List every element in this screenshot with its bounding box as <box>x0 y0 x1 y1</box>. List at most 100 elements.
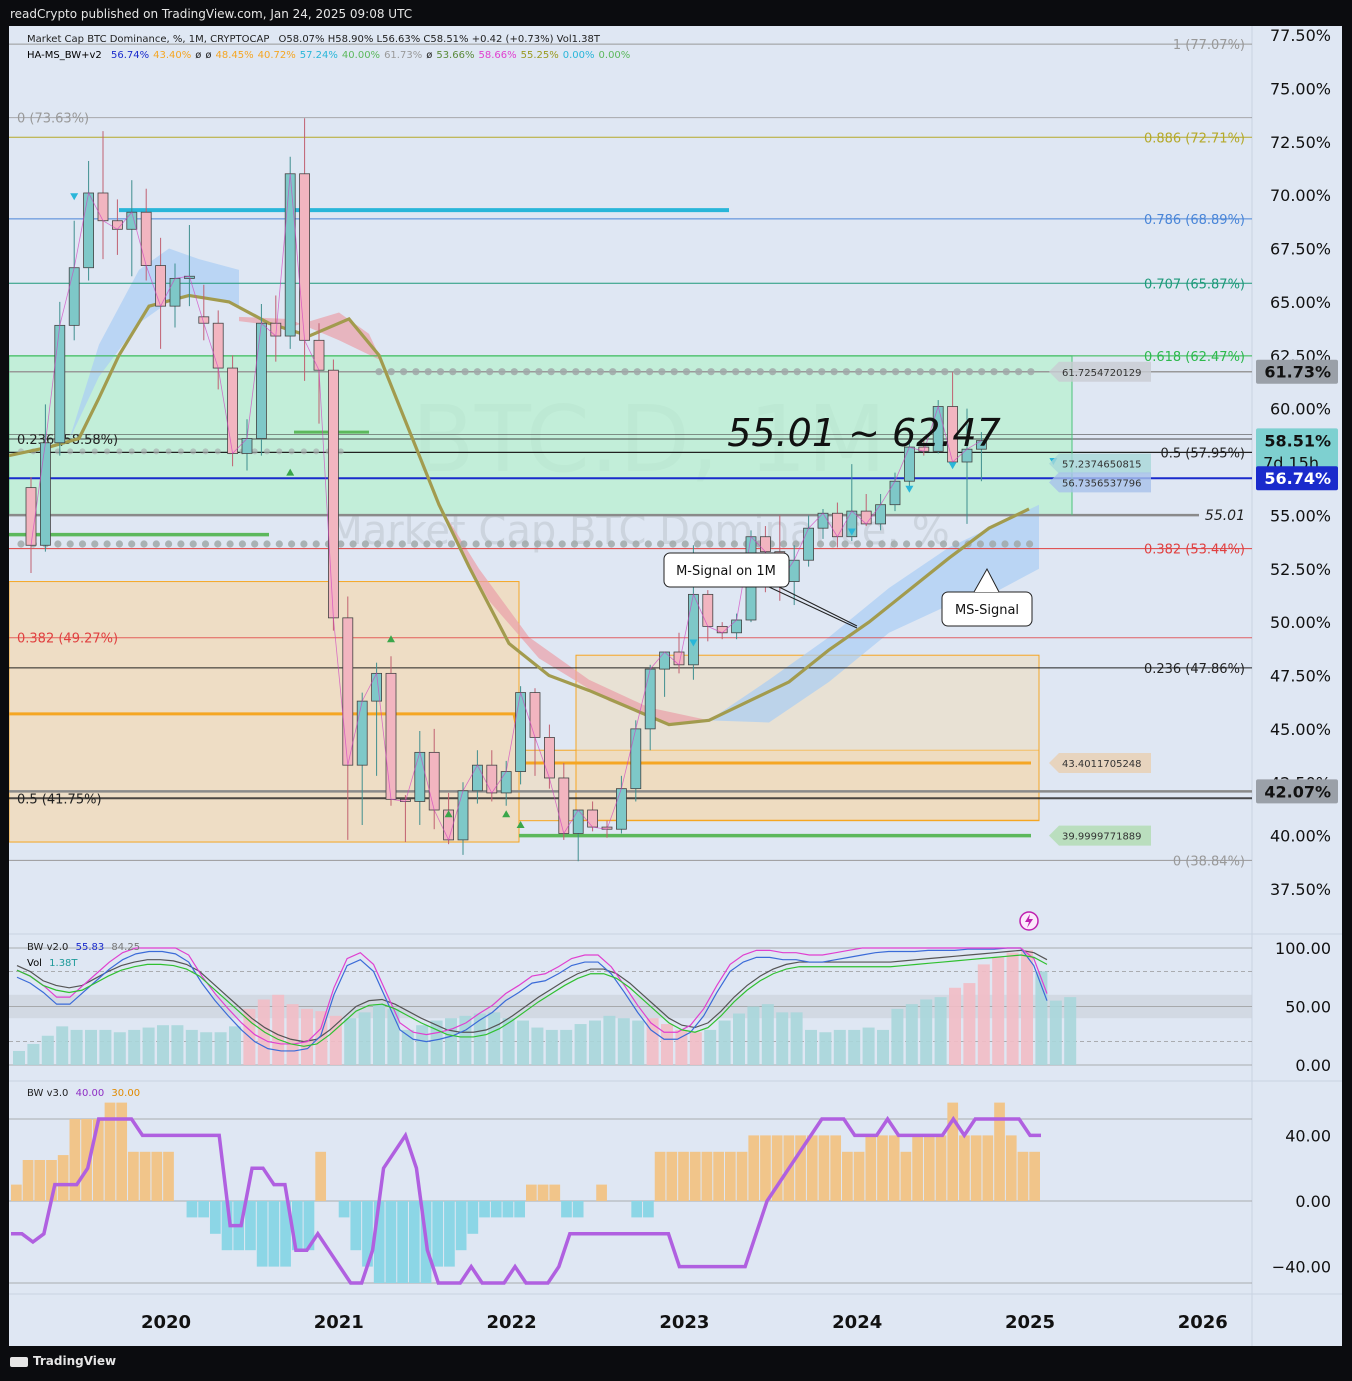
dotted-level-dot <box>91 448 98 455</box>
dotted-level-dot <box>547 368 555 376</box>
volume-bar <box>862 1027 875 1065</box>
volume-bar <box>934 997 947 1065</box>
dotted-level-dot <box>264 448 270 455</box>
dotted-level-dot <box>313 448 320 455</box>
candle-body <box>558 777 570 834</box>
signal-arrow-down <box>905 485 914 493</box>
volume-bar <box>1006 952 1019 1065</box>
bw3-histogram-bar <box>57 1155 69 1201</box>
dotted-level-dot <box>682 368 691 376</box>
volume-bar <box>171 1025 184 1065</box>
candle-body <box>587 809 598 828</box>
volume-bar <box>877 1029 889 1065</box>
bw2-name[interactable]: BW v2.0 <box>27 942 69 953</box>
dotted-level-dot <box>1001 540 1009 548</box>
bw2-legend: BW v2.0 55.83 84.25 <box>27 942 140 953</box>
bw3-histogram-bar <box>830 1135 842 1201</box>
volume-bar <box>920 999 933 1065</box>
dotted-level-dot <box>202 448 209 455</box>
volume-bar <box>142 1027 155 1065</box>
price-tick-label: 70.00% <box>1270 186 1331 205</box>
bw3-histogram-bar <box>842 1151 853 1201</box>
volume-bar <box>517 1020 529 1065</box>
bw3-histogram-bar <box>771 1135 783 1201</box>
volume-bar <box>128 1029 141 1065</box>
dotted-level-dot <box>989 540 997 548</box>
dotted-level-dot <box>484 540 492 548</box>
candle-body <box>227 367 239 454</box>
price-label-5674-text: 56.74% <box>1264 469 1331 488</box>
bw3-histogram-bar <box>432 1201 444 1267</box>
dotted-level-dot <box>644 540 652 548</box>
level-tag-text: 56.7356537796 <box>1062 478 1142 489</box>
vol-name[interactable]: Vol <box>27 958 42 969</box>
bw3-histogram-bar <box>994 1102 1005 1201</box>
volume-bar <box>833 1029 846 1065</box>
dotted-level-dot <box>361 540 369 548</box>
dotted-level-dot <box>719 368 728 376</box>
bw3-histogram-bar <box>479 1201 490 1218</box>
legend-symbol[interactable]: Market Cap BTC Dominance, %, 1M, CRYPTOC… <box>27 34 270 45</box>
dotted-level-dot <box>904 368 912 376</box>
level-tag <box>1049 361 1151 382</box>
price-label-5674 <box>1256 466 1338 491</box>
bw3-histogram-bar <box>34 1160 46 1201</box>
bw3-histogram-bar <box>22 1160 34 1201</box>
dotted-level-dot <box>866 540 874 548</box>
dotted-level-dot <box>952 540 960 548</box>
dotted-level-dot <box>928 368 937 376</box>
indicator-name[interactable]: HA-MS_BW+v2 <box>27 50 102 61</box>
bw3-name[interactable]: BW v3.0 <box>27 1088 69 1099</box>
dotted-level-dot <box>633 368 641 376</box>
dotted-level-dot <box>66 540 74 548</box>
dotted-level-dot <box>818 368 826 376</box>
candle-body <box>327 369 339 619</box>
tradingview-brand[interactable]: TradingView <box>10 1354 116 1368</box>
candle-body <box>529 692 541 738</box>
fib-label-right: 0.786 (68.89%) <box>1144 213 1245 228</box>
bw3-histogram-bar <box>198 1201 209 1218</box>
volume-bar <box>1049 1000 1062 1065</box>
volume-bar <box>358 1012 371 1065</box>
bw3-histogram-bar <box>572 1201 584 1218</box>
volume-bar <box>560 1029 573 1065</box>
bw3-histogram-bar <box>596 1184 607 1201</box>
dotted-level-dot <box>607 540 616 548</box>
bw2-signal-line <box>16 949 1048 1043</box>
candle-body <box>356 700 368 766</box>
bw3-histogram-bar <box>104 1102 116 1201</box>
bw3-histogram-bar <box>303 1201 315 1251</box>
publish-text: readCrypto published on TradingView.com,… <box>10 7 413 21</box>
volume-bar <box>603 1015 616 1065</box>
level-tag <box>1049 453 1151 474</box>
bw3-histogram-bar <box>315 1151 327 1201</box>
signal-arrow-down <box>70 193 79 201</box>
bw3-histogram-bar <box>81 1119 92 1201</box>
dotted-level-dot <box>693 540 702 548</box>
level-tag <box>1049 472 1151 493</box>
bw3-histogram-bar <box>139 1151 151 1201</box>
time-tick-label: 2020 <box>141 1312 191 1333</box>
dotted-level-dot <box>288 448 295 455</box>
dotted-level-dot <box>497 540 505 548</box>
chart-svg[interactable]: BTC.D, 1MMarket Cap BTC Dominance, %1 (7… <box>9 26 1342 1346</box>
candle-body <box>471 764 483 792</box>
candle-body <box>414 751 426 802</box>
dotted-level-dot <box>201 540 210 548</box>
dotted-level-dot <box>976 540 985 548</box>
volume-bar <box>301 1008 313 1065</box>
candle-body <box>788 559 800 582</box>
volume-bar <box>704 1029 717 1065</box>
volume-bar <box>905 1004 918 1065</box>
volume-bar <box>185 1029 198 1065</box>
bw2-tick-label: 50.00 <box>1285 998 1331 1017</box>
bw3-histogram-bar <box>912 1135 923 1201</box>
dotted-level-dot <box>128 448 135 455</box>
dotted-level-dot <box>177 540 185 548</box>
volume-bar <box>589 1020 601 1065</box>
bw2-value-1: 55.83 <box>75 942 105 953</box>
dotted-level-dot <box>718 540 726 548</box>
dotted-level-dot <box>1002 368 1010 376</box>
bw3-value-2: 30.00 <box>111 1088 141 1099</box>
dotted-level-dot <box>115 540 123 548</box>
